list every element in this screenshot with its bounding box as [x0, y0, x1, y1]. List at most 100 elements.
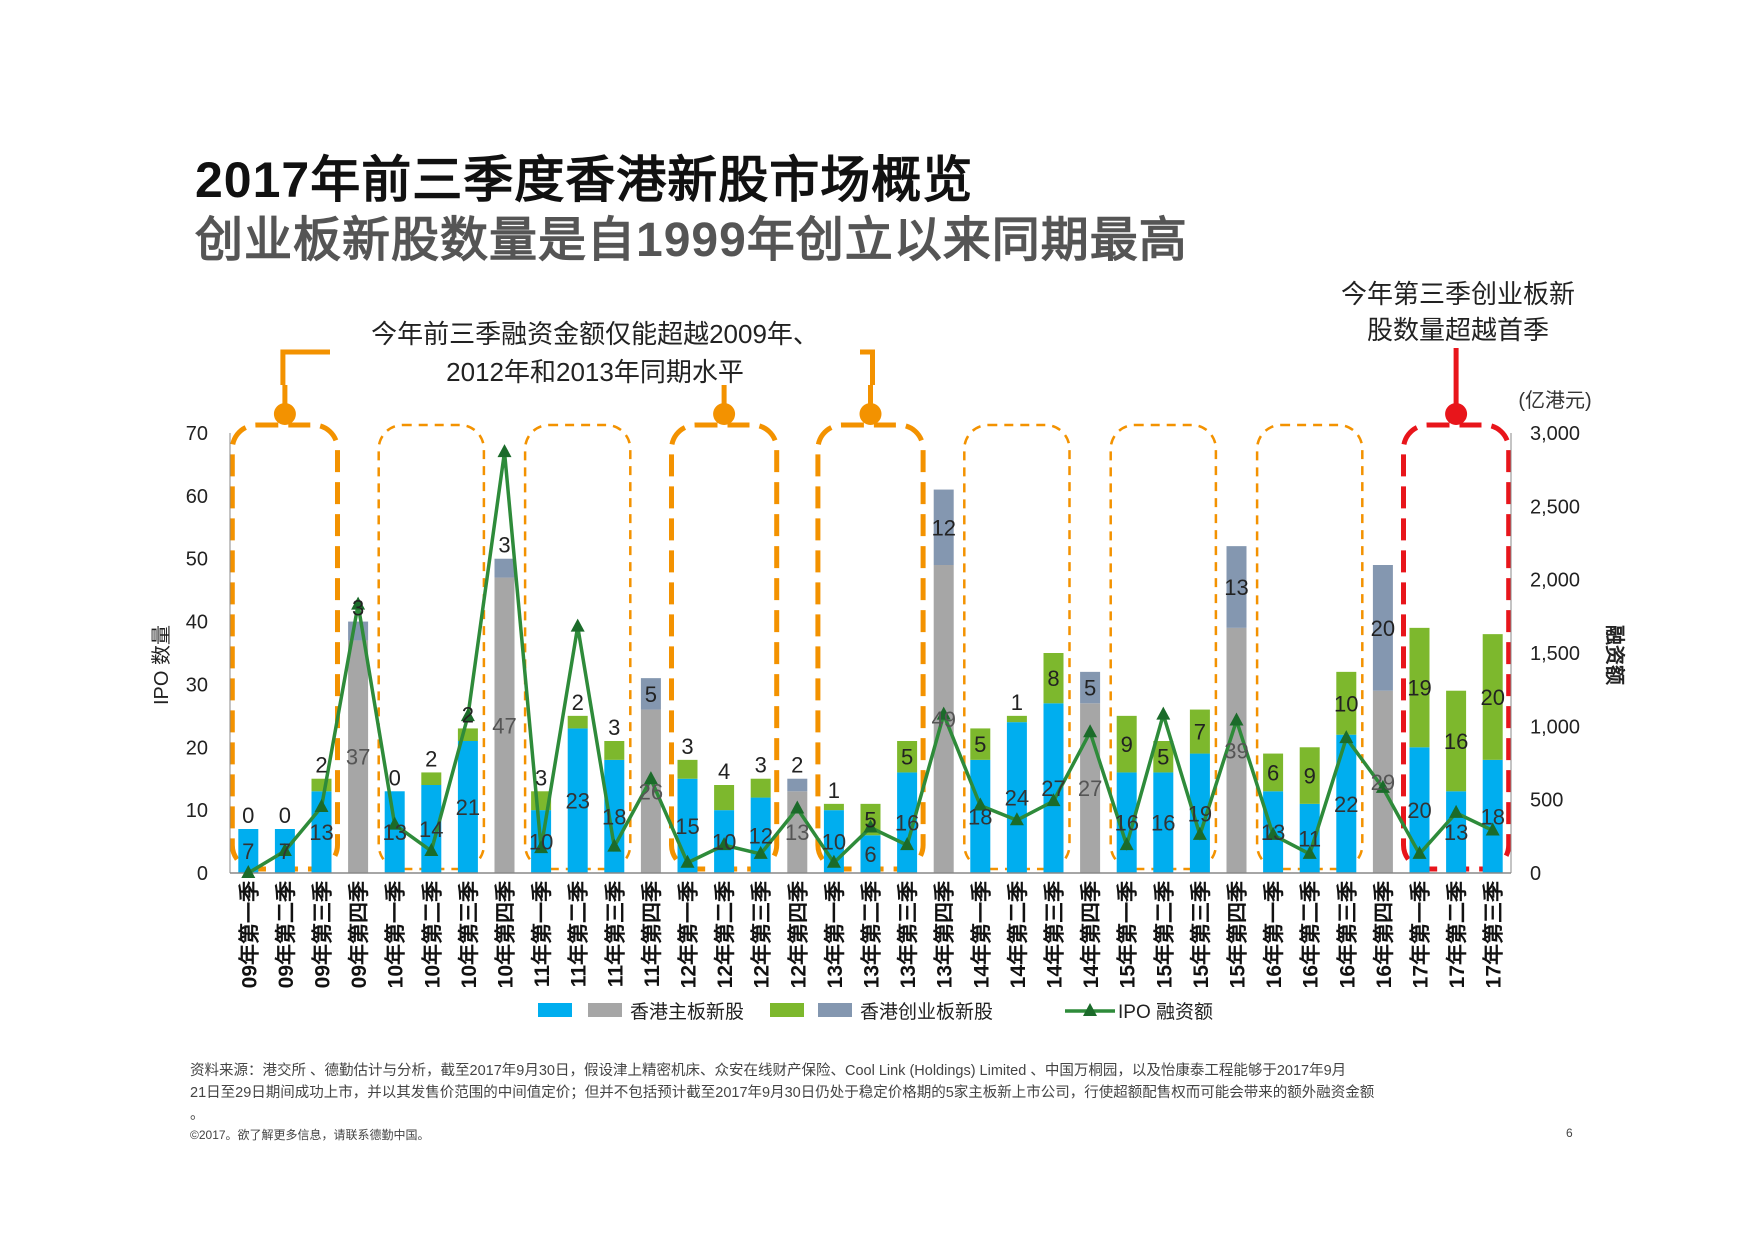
- bracket-dot-1: [273, 403, 296, 425]
- page-title: 2017年前三季度香港新股市场概览: [195, 152, 974, 208]
- ipo-amount-marker-21: [1009, 812, 1024, 826]
- x-tick-label-33: 17年第二季: [1445, 881, 1469, 988]
- y2-tick-label-5: 2,500: [1530, 496, 1580, 518]
- x-tick-label-18: 13年第三季: [896, 881, 920, 988]
- y-axis-title: IPO 数量: [150, 625, 173, 705]
- label-main-20: 18: [968, 804, 992, 829]
- label-gem-25: 5: [1157, 745, 1169, 770]
- label-gem-8: 3: [535, 765, 547, 790]
- label-main-29: 11: [1298, 826, 1321, 851]
- label-main-18: 16: [895, 811, 919, 836]
- x-tick-label-17: 13年第二季: [860, 881, 884, 988]
- bar-gem-2: [311, 778, 332, 792]
- ipo-amount-marker-12: [680, 854, 695, 868]
- group-frame-7: [1109, 423, 1218, 871]
- bar-main-27: [1226, 627, 1247, 873]
- bar-gem-11: [640, 678, 661, 710]
- bar-main-7: [494, 577, 515, 873]
- label-main-12: 15: [675, 814, 699, 839]
- label-main-25: 16: [1151, 811, 1175, 836]
- bar-gem-26: [1189, 709, 1210, 754]
- bar-gem-16: [823, 803, 844, 811]
- y2-tick-label-3: 1,500: [1530, 643, 1580, 665]
- ipo-amount-marker-31: [1375, 779, 1390, 793]
- source-line-1: 资料来源：港交所 、德勤估计与分析，截至2017年9月30日，假设津上精密机床、…: [190, 1063, 1347, 1079]
- label-main-33: 13: [1444, 820, 1468, 845]
- ipo-amount-marker-1: [277, 843, 292, 856]
- ipo-amount-marker-10: [607, 838, 622, 852]
- label-gem-15: 2: [791, 753, 803, 778]
- label-gem-13: 4: [718, 759, 730, 784]
- x-tick-label-27: 15年第四季: [1226, 881, 1250, 988]
- y2-tick-label-6: 3,000: [1530, 423, 1580, 445]
- bar-main-21: [1006, 722, 1027, 873]
- ipo-amount-marker-4: [387, 816, 402, 830]
- bar-main-9: [567, 728, 588, 873]
- label-main-2: 13: [309, 820, 333, 845]
- bar-gem-23: [1080, 671, 1101, 704]
- bar-gem-24: [1116, 715, 1137, 773]
- x-tick-label-25: 15年第二季: [1152, 881, 1176, 988]
- label-main-30: 22: [1334, 792, 1358, 817]
- ipo-amount-marker-17: [863, 819, 878, 833]
- label-gem-33: 16: [1444, 729, 1468, 754]
- bar-main-4: [384, 791, 405, 873]
- group-frame-8: [1255, 423, 1364, 871]
- bracket-left-start: [280, 349, 330, 385]
- label-gem-28: 6: [1267, 760, 1279, 785]
- ipo-amount-marker-6: [460, 708, 475, 722]
- label-main-10: 18: [602, 804, 626, 829]
- label-main-26: 19: [1188, 801, 1212, 826]
- bar-gem-28: [1263, 753, 1284, 792]
- label-gem-12: 3: [681, 734, 693, 759]
- label-main-21: 24: [1005, 786, 1029, 811]
- y-tick-label-1: 10: [186, 800, 208, 822]
- ipo-amount-marker-2: [314, 799, 329, 812]
- bar-gem-30: [1336, 671, 1357, 735]
- label-gem-22: 8: [1047, 666, 1059, 691]
- y-tick-label-4: 40: [186, 612, 208, 634]
- label-gem-32: 19: [1407, 676, 1431, 701]
- ipo-amount-marker-16: [826, 854, 841, 868]
- label-main-24: 16: [1114, 811, 1138, 836]
- bracket-dot-2: [713, 403, 736, 425]
- bar-gem-13: [714, 785, 735, 811]
- label-gem-26: 7: [1194, 720, 1206, 745]
- label-gem-30: 10: [1334, 691, 1358, 716]
- label-main-0: 7: [242, 839, 254, 864]
- ipo-amount-marker-9: [570, 618, 585, 632]
- ipo-amount-marker-11: [643, 771, 658, 785]
- ipo-amount-marker-3: [351, 596, 366, 610]
- ipo-amount-marker-24: [1119, 837, 1134, 851]
- x-tick-label-6: 10年第三季: [457, 881, 481, 988]
- x-tick-label-4: 10年第一季: [384, 881, 408, 988]
- bar-main-22: [1043, 703, 1064, 873]
- x-tick-label-23: 14年第四季: [1079, 881, 1103, 988]
- x-tick-label-15: 12年第四季: [786, 881, 810, 988]
- x-tick-label-12: 12年第一季: [677, 881, 701, 988]
- bar-main-20: [970, 759, 991, 873]
- y2-axis-title: 融资额: [1603, 625, 1627, 685]
- source-line-2: 21日至29日期间成功上市，并以其发售价范围的中间值定价；但并不包括预计截至20…: [190, 1085, 1375, 1101]
- ipo-amount-marker-32: [1412, 845, 1427, 859]
- ipo-amount-marker-28: [1266, 826, 1281, 840]
- label-main-5: 14: [419, 817, 443, 842]
- bar-main-3: [348, 640, 369, 873]
- x-tick-label-31: 16年第四季: [1372, 881, 1396, 988]
- ipo-amount-marker-8: [534, 840, 549, 854]
- bar-gem-14: [750, 778, 771, 798]
- label-main-31: 29: [1371, 770, 1395, 795]
- label-gem-11: 5: [645, 682, 657, 707]
- copyright: ©2017。欲了解更多信息，请联系德勤中国。: [190, 1128, 430, 1142]
- ipo-chart: 今年前三季融资金额仅能超越2009年、 2012年和2013年同期水平 今年第三…: [150, 279, 1627, 1023]
- legend-label-main: 香港主板新股: [630, 1001, 744, 1023]
- group-frame-2: [377, 423, 486, 871]
- label-gem-27: 13: [1224, 575, 1248, 600]
- bar-main-6: [457, 741, 478, 873]
- x-tick-label-28: 16年第一季: [1262, 881, 1286, 988]
- y-tick-label-7: 70: [186, 423, 208, 445]
- label-main-34: 18: [1480, 804, 1504, 829]
- annotation-left-line2: 2012年和2013年同期水平: [446, 357, 744, 387]
- label-main-16: 10: [822, 830, 846, 855]
- x-tick-label-2: 09年第三季: [311, 881, 335, 988]
